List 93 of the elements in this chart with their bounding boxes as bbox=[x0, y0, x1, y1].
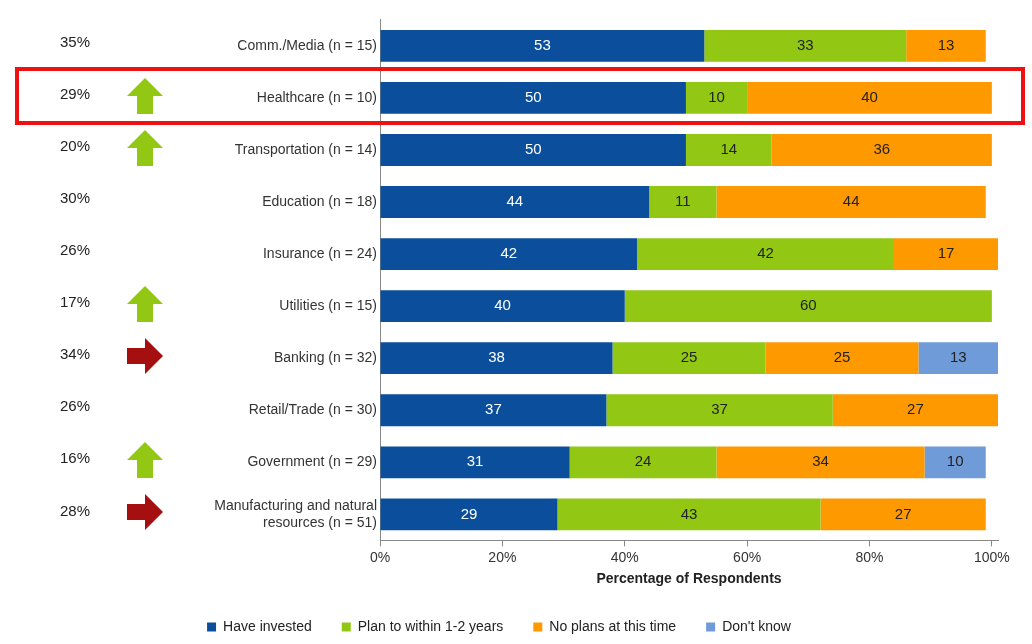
y-tick-label: Transportation (n = 14) bbox=[234, 140, 377, 157]
bar bbox=[380, 498, 558, 531]
bar bbox=[380, 446, 570, 479]
y-tick-label: Manufacturing and natural resources (n = 51) bbox=[214, 496, 377, 530]
text: 17% bbox=[59, 293, 91, 311]
data-label: 40 bbox=[861, 88, 878, 106]
data-label: 42 bbox=[757, 244, 774, 262]
text: 16% bbox=[59, 449, 91, 467]
bar bbox=[832, 394, 998, 427]
text: 20% bbox=[59, 137, 91, 155]
bar bbox=[380, 186, 650, 218]
bar bbox=[380, 394, 607, 427]
text: 28% bbox=[59, 501, 91, 519]
legend-label: Plan to within 1-2 years bbox=[357, 617, 504, 634]
bar bbox=[612, 342, 766, 375]
y-tick-label: Comm./Media (n = 15) bbox=[237, 36, 377, 53]
data-label: 60 bbox=[799, 296, 817, 314]
data-label: 24 bbox=[634, 452, 652, 470]
bar bbox=[820, 498, 986, 531]
data-label: 44 bbox=[506, 192, 524, 210]
bar bbox=[380, 29, 705, 62]
text: 30% bbox=[59, 189, 91, 207]
data-label: 50 bbox=[524, 88, 542, 106]
text: 35% bbox=[59, 32, 91, 50]
data-label: 42 bbox=[500, 244, 518, 262]
data-label: 11 bbox=[675, 192, 691, 210]
legend-label: No plans at this time bbox=[549, 617, 677, 634]
data-label: 43 bbox=[680, 504, 698, 522]
data-label: 27 bbox=[894, 504, 912, 522]
bar bbox=[624, 290, 992, 323]
data-label: 36 bbox=[873, 140, 891, 158]
y-tick-label: Government (n = 29) bbox=[247, 453, 377, 470]
data-label: 13 bbox=[937, 35, 955, 53]
x-tick-label: 40% bbox=[610, 548, 639, 565]
bar bbox=[747, 81, 992, 114]
bar bbox=[380, 342, 613, 375]
bar bbox=[380, 134, 686, 166]
data-label: 53 bbox=[534, 35, 551, 53]
x-tick-label: 20% bbox=[488, 548, 517, 565]
text: 29% bbox=[59, 85, 91, 103]
data-label: 37 bbox=[711, 400, 728, 418]
x-tick-label: 80% bbox=[855, 548, 884, 565]
bar bbox=[685, 81, 748, 114]
x-tick-label: 60% bbox=[733, 548, 762, 565]
data-label: 10 bbox=[946, 452, 964, 470]
bar bbox=[606, 394, 833, 427]
bar bbox=[557, 498, 821, 531]
data-label: 44 bbox=[842, 192, 860, 210]
bar bbox=[716, 446, 925, 479]
bar bbox=[765, 342, 919, 375]
y-tick-label: Education (n = 18) bbox=[262, 192, 377, 209]
bar bbox=[918, 342, 998, 375]
data-label: 37 bbox=[485, 400, 502, 418]
data-label: 38 bbox=[488, 348, 505, 366]
bar bbox=[716, 186, 986, 218]
x-axis-title: Percentage of Respondents bbox=[596, 570, 782, 587]
data-label: 14 bbox=[720, 140, 738, 158]
data-label: 13 bbox=[949, 348, 967, 366]
bar bbox=[924, 446, 986, 479]
data-label: 31 bbox=[466, 452, 484, 470]
y-tick-label: Insurance (n = 24) bbox=[262, 244, 377, 261]
y-tick-label: Healthcare (n = 10) bbox=[256, 88, 377, 105]
x-tick-label: 0% bbox=[369, 548, 391, 565]
text: 26% bbox=[59, 397, 91, 415]
y-tick-label: Utilities (n = 15) bbox=[279, 296, 377, 313]
data-label: 17 bbox=[937, 244, 955, 262]
bar bbox=[893, 238, 998, 270]
bar bbox=[380, 238, 637, 270]
data-label: 25 bbox=[680, 348, 698, 366]
data-label: 29 bbox=[460, 504, 478, 522]
legend-label: Don't know bbox=[722, 617, 792, 634]
data-label: 33 bbox=[796, 35, 814, 53]
text: 26% bbox=[59, 241, 91, 259]
bar bbox=[636, 238, 894, 270]
x-tick-label: 100% bbox=[973, 548, 1010, 565]
legend-label: Have invested bbox=[223, 617, 312, 634]
bar bbox=[906, 29, 986, 62]
data-label: 27 bbox=[907, 400, 924, 418]
data-label: 10 bbox=[708, 88, 725, 106]
bar bbox=[771, 134, 992, 166]
bar bbox=[704, 29, 907, 62]
bar bbox=[380, 81, 686, 114]
text: 34% bbox=[59, 345, 91, 363]
data-label: 50 bbox=[524, 140, 542, 158]
bar bbox=[569, 446, 717, 479]
bar bbox=[649, 186, 717, 218]
data-label: 34 bbox=[812, 452, 829, 470]
data-label: 25 bbox=[833, 348, 851, 366]
y-tick-label: Banking (n = 32) bbox=[273, 349, 377, 366]
bar bbox=[380, 290, 625, 323]
data-label: 40 bbox=[494, 296, 511, 314]
bar bbox=[685, 134, 772, 166]
y-tick-label: Retail/Trade (n = 30) bbox=[248, 401, 377, 418]
